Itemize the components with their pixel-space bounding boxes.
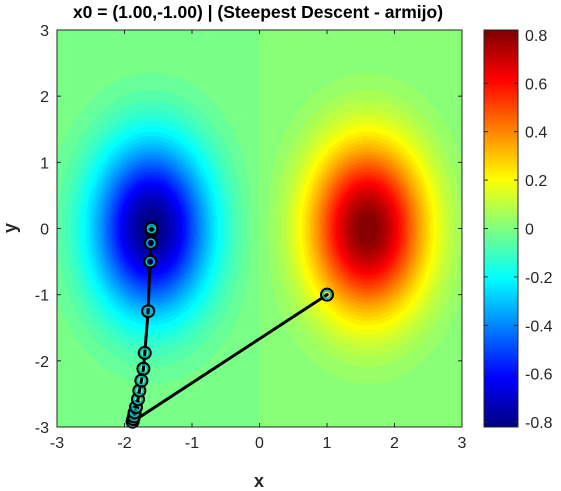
path-point-10: [137, 345, 152, 360]
descent-path: [125, 221, 334, 429]
colorbar-tick-label-4: 0: [525, 222, 534, 239]
x-tick-label-5: 2: [390, 435, 399, 452]
heatmap: [57, 30, 462, 427]
y-axis-label: y: [0, 223, 20, 233]
x-axis-label: x: [254, 471, 264, 491]
colorbar-tick-label-7: 0.6: [525, 76, 547, 93]
colorbar-tick-label-5: 0.2: [525, 173, 547, 190]
path-point-15: [144, 221, 159, 236]
colorbar-tick-label-0: -0.8: [525, 415, 553, 432]
colorbar: -0.8 -0.6 -0.4 -0.2 0 0.2 0.4 0.6 0.8: [483, 28, 553, 432]
y-tick-label-3: 0: [40, 222, 49, 239]
x-axis: -3 -2 -1 0 1 2 3: [50, 30, 467, 452]
path-point-13: [143, 236, 158, 251]
path-point-8: [134, 373, 149, 388]
chart-title: x0 = (1.00,-1.00) | (Steepest Descent - …: [73, 2, 443, 22]
path-point-0: [320, 287, 334, 302]
colorbar-tick-label-6: 0.4: [525, 125, 547, 142]
x-tick-label-4: 1: [323, 435, 332, 452]
x-tick-label-0: -3: [50, 435, 64, 452]
y-tick-label-6: 3: [40, 23, 49, 40]
path-point-5: [128, 400, 143, 415]
y-tick-label-4: 1: [40, 155, 49, 172]
path-point-11: [141, 304, 156, 319]
y-axis: -3 -2 -1 0 1 2 3: [35, 23, 462, 437]
colorbar-ticks: -0.8 -0.6 -0.4 -0.2 0 0.2 0.4 0.6 0.8: [484, 28, 553, 432]
colorbar-tick-label-8: 0.8: [525, 28, 547, 45]
colorbar-tick-label-2: -0.4: [525, 318, 553, 335]
y-tick-label-1: -2: [35, 354, 49, 371]
x-tick-label-6: 3: [458, 435, 467, 452]
colorbar-tick-label-1: -0.6: [525, 367, 553, 384]
plot-area: [56, 29, 463, 429]
y-tick-label-0: -3: [35, 420, 49, 437]
y-tick-label-5: 2: [40, 89, 49, 106]
colorbar-gradient: [484, 30, 518, 427]
path-point-12: [143, 254, 158, 269]
x-tick-label-1: -2: [117, 435, 131, 452]
x-tick-label-3: 0: [255, 435, 264, 452]
path-point-9: [136, 361, 151, 376]
colorbar-tick-label-3: -0.2: [525, 270, 553, 287]
x-tick-label-2: -1: [185, 435, 199, 452]
y-tick-label-2: -1: [35, 288, 49, 305]
path-point-6: [131, 392, 145, 407]
